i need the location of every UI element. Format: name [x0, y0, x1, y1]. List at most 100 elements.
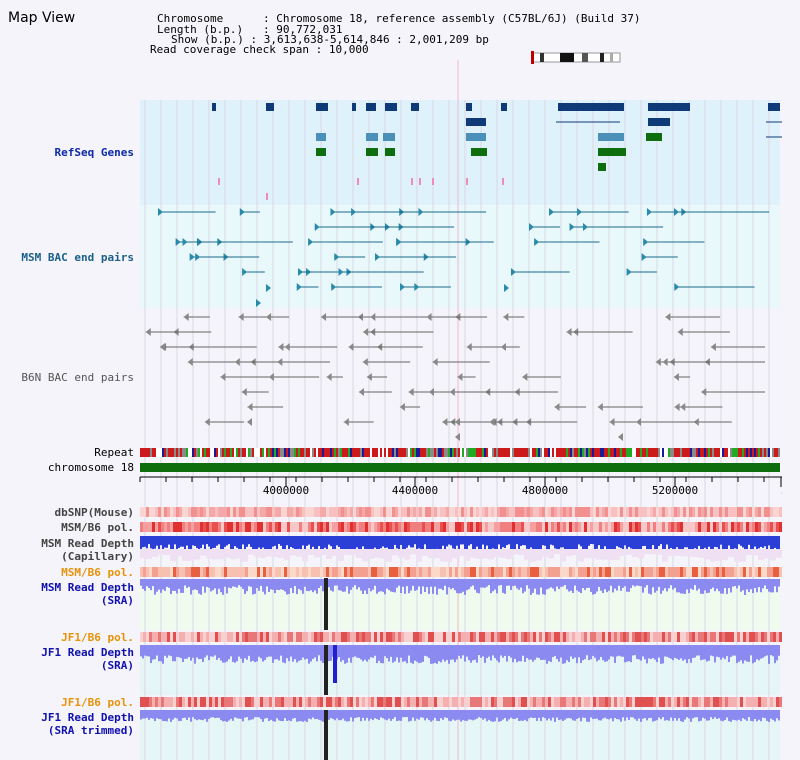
- b6n-bac-end: [363, 328, 369, 336]
- msm-depth-cap-bar: [202, 536, 204, 545]
- b6n-bac-end: [674, 403, 680, 411]
- msm-depth-cap-shade: [476, 549, 482, 559]
- jf1-depth-trim-bar: [160, 710, 162, 720]
- repeat-element: [224, 448, 226, 457]
- jf1-pol-stripe: [530, 632, 533, 642]
- msm-depth-cap-bar: [406, 536, 408, 548]
- repeat-element: [466, 448, 468, 457]
- msm-bac-end: [314, 223, 320, 231]
- jf1-depth-trim-bar: [736, 710, 738, 721]
- msm-depth-cap-bar: [644, 536, 646, 546]
- jf1-pol-stripe: [590, 632, 593, 642]
- jf1-pol-stripe: [611, 632, 614, 642]
- jf1-depth-sra-bar: [188, 645, 190, 657]
- msm-depth-cap-bar: [492, 536, 494, 549]
- jf1-depth-sra-bar: [318, 645, 320, 656]
- dbsnp-stripe: [158, 507, 161, 517]
- b6n-bac-end: [609, 418, 615, 426]
- dbsnp-stripe: [305, 507, 308, 517]
- msm-depth-sra-bar: [502, 579, 504, 593]
- dbsnp-stripe: [653, 507, 656, 517]
- repeat-element: [490, 448, 492, 457]
- refseq-gene: [598, 163, 606, 171]
- jf1-pol-stripe: [638, 632, 641, 642]
- dbsnp-stripe: [311, 507, 314, 517]
- msm-pol-sra-stripe: [671, 567, 674, 577]
- msm-depth-sra-bar: [388, 579, 390, 591]
- repeat-element: [418, 448, 420, 457]
- track-label-b6n-bac[interactable]: B6N BAC end pairs: [21, 371, 134, 384]
- msm-depth-sra-bar: [718, 579, 720, 592]
- msm-depth-cap-bar: [676, 536, 678, 548]
- msm-bac-end: [673, 208, 679, 216]
- jf1-pol-stripe: [653, 632, 656, 642]
- msm-depth-cap-bar: [530, 536, 532, 548]
- msm-pol-stripe: [593, 522, 596, 532]
- dbsnp-stripe: [161, 507, 164, 517]
- jf1-depth-trim-bar: [678, 710, 680, 719]
- jf1-depth-trim-bar: [566, 710, 568, 719]
- jf1-depth-trim-bar: [562, 710, 564, 721]
- msm-pol-sra-stripe: [752, 567, 755, 577]
- msm-pol-stripe: [722, 522, 725, 532]
- repeat-element: [570, 448, 572, 457]
- msm-depth-cap-shade: [452, 549, 458, 559]
- jf1-depth-sra-bar: [538, 645, 540, 658]
- jf1-depth-trim-bar: [428, 710, 430, 721]
- repeat-element: [518, 448, 520, 457]
- msm-depth-sra-bar: [292, 579, 294, 594]
- msm-depth-cap-shade: [722, 549, 728, 560]
- repeat-element: [580, 448, 582, 457]
- msm-pol-sra-stripe: [497, 567, 500, 577]
- jf1-pol-trim-stripe: [359, 697, 362, 707]
- jf1-pol-trim-stripe: [779, 697, 782, 707]
- msm-depth-cap-shade: [206, 549, 212, 559]
- repeat-element: [398, 448, 400, 457]
- dbsnp-stripe: [461, 507, 464, 517]
- msm-pol-stripe: [182, 522, 185, 532]
- jf1-depth-trim-bar: [196, 710, 198, 721]
- jf1-pol-stripe: [545, 632, 548, 642]
- jf1-pol-stripe: [731, 632, 734, 642]
- jf1-depth-sra-bar: [174, 645, 176, 662]
- track-label-refseq[interactable]: RefSeq Genes: [54, 146, 134, 159]
- repeat-element: [258, 448, 260, 457]
- msm-depth-sra-bar: [422, 579, 424, 587]
- jf1-depth-trim-bar: [242, 710, 244, 722]
- repeat-element: [322, 448, 324, 457]
- repeat-element: [232, 448, 234, 457]
- msm-pol-stripe: [188, 522, 191, 532]
- msm-pol-stripe: [239, 522, 242, 532]
- jf1-depth-trim-bar: [446, 710, 448, 718]
- msm-depth-cap-shade: [374, 549, 380, 558]
- track-label-msm-bac[interactable]: MSM BAC end pairs: [21, 251, 134, 264]
- repeat-element: [146, 448, 148, 457]
- msm-depth-sra-bar: [344, 579, 346, 592]
- msm-depth-cap-bar: [766, 536, 768, 550]
- jf1-depth-trim-bar: [140, 710, 142, 720]
- msm-depth-cap-bar: [188, 536, 190, 554]
- repeat-element: [470, 448, 472, 457]
- msm-depth-sra-bar: [532, 579, 534, 593]
- dbsnp-stripe: [587, 507, 590, 517]
- jf1-pol-stripe: [647, 632, 650, 642]
- jf1-depth-sra-bar: [362, 645, 364, 662]
- jf1-pol-stripe: [326, 632, 329, 642]
- jf1-pol-trim-stripe: [422, 697, 425, 707]
- dbsnp-stripe: [347, 507, 350, 517]
- jf1-pol-trim-stripe: [581, 697, 584, 707]
- msm-depth-sra-bar: [196, 579, 198, 591]
- jf1-depth-trim-bar: [262, 710, 264, 722]
- jf1-depth-sra-bar: [612, 645, 614, 657]
- msm-depth-cap-bar: [338, 536, 340, 547]
- jf1-depth-trim-bar: [268, 710, 270, 722]
- dbsnp-stripe: [779, 507, 782, 517]
- jf1-depth-trim-bar: [498, 710, 500, 722]
- b6n-bac-end: [284, 343, 290, 351]
- msm-depth-cap-shade: [416, 549, 422, 562]
- msm-pol-stripe: [584, 522, 587, 532]
- jf1-pol-stripe: [515, 632, 518, 642]
- jf1-depth-sra-bar: [518, 645, 520, 662]
- msm-pol-stripe: [269, 522, 272, 532]
